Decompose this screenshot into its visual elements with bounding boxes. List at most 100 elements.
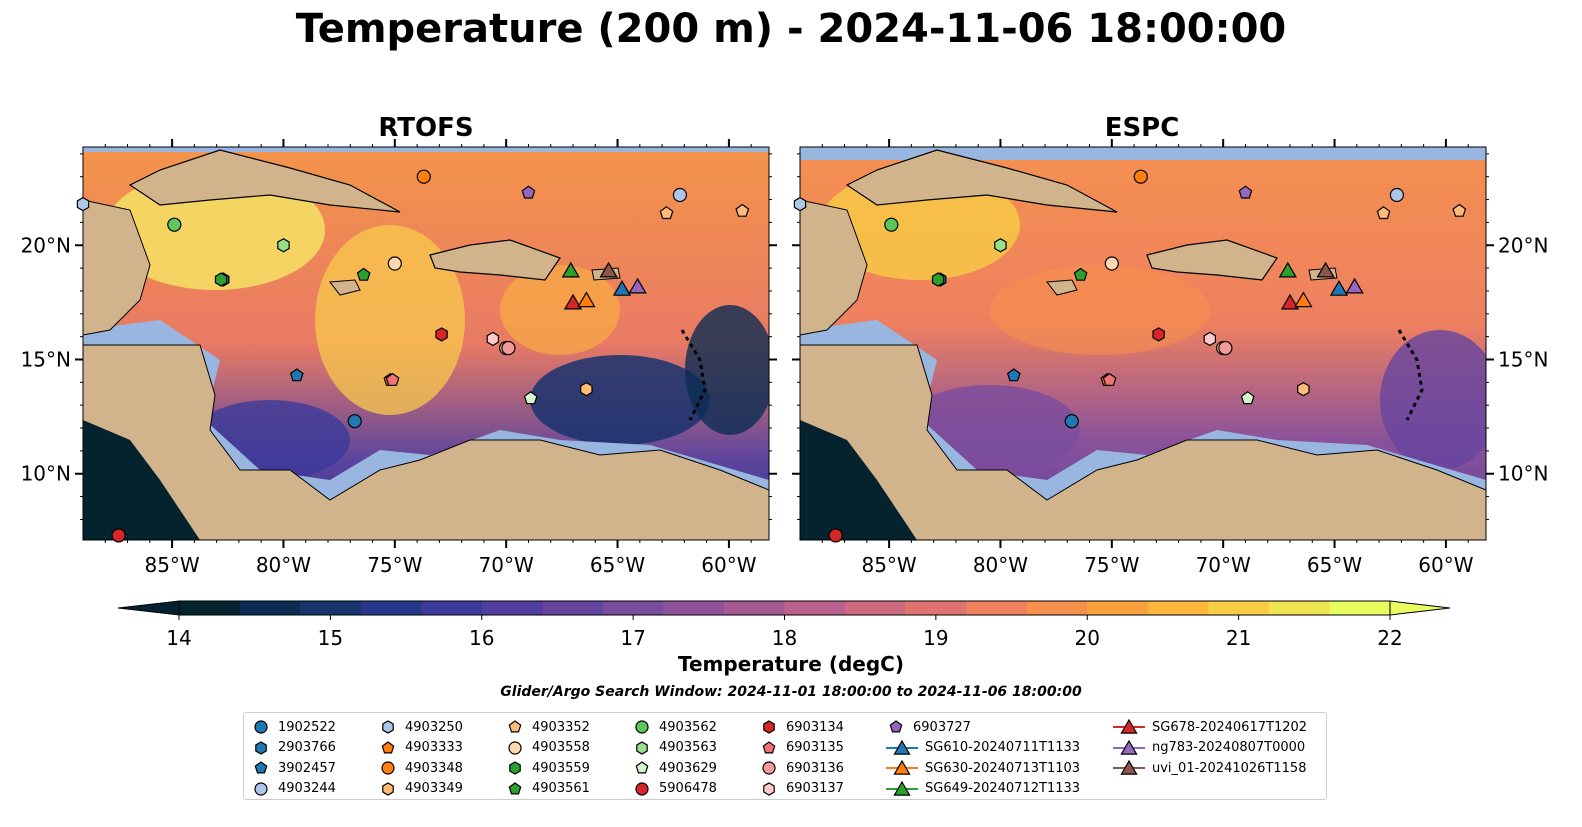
- legend-item: ng783-20240807T0000: [1112, 738, 1307, 759]
- legend-marker: [254, 761, 268, 774]
- legend-marker-icon: [381, 741, 395, 754]
- legend-item: 4903558: [504, 738, 590, 759]
- observation-marker: [167, 217, 182, 232]
- legend-marker-icon: [509, 761, 521, 775]
- legend-label: 4903244: [278, 781, 336, 797]
- land-hispaniola: [429, 239, 561, 281]
- lesser-antilles: [680, 329, 707, 421]
- legend-marker: [635, 761, 649, 774]
- lon-tick-label: 75°W: [367, 553, 422, 577]
- legend-marker-icon: [886, 739, 918, 755]
- observation-marker: [1133, 169, 1148, 184]
- legend-marker-icon: [636, 741, 648, 755]
- legend-label: 6903727: [913, 719, 971, 735]
- observation-marker: [828, 528, 843, 543]
- legend-marker-icon: [635, 720, 649, 734]
- legend-marker: [889, 720, 903, 733]
- colorbar-segment: [360, 601, 422, 615]
- legend-marker-icon: [382, 782, 394, 796]
- legend-item: 4903562: [631, 717, 717, 738]
- colorbar-tick-label: 19: [923, 626, 948, 650]
- land-jamaica: [1046, 279, 1078, 296]
- legend-label: 4903348: [405, 760, 463, 776]
- map-frame-espc: [799, 146, 1487, 541]
- colorbar-tick-label: 22: [1377, 626, 1402, 650]
- legend-item: 6903135: [758, 738, 844, 759]
- legend-marker: [636, 741, 648, 755]
- legend-marker-icon: [254, 720, 268, 734]
- cold-anomaly: [685, 305, 769, 435]
- legend-marker-icon: [635, 761, 649, 774]
- warm-anomaly: [315, 225, 465, 415]
- legend-label: SG649-20240712T1133: [925, 781, 1081, 797]
- colorbar-extend-low: [117, 600, 180, 616]
- legend-marker: [382, 720, 394, 734]
- observation-marker: [486, 331, 499, 347]
- legend-label: 2903766: [278, 740, 336, 756]
- lesser-antilles: [1397, 329, 1424, 421]
- legend-marker-icon: [382, 720, 394, 734]
- warm-anomaly: [990, 265, 1210, 355]
- observation-marker: [994, 238, 1007, 253]
- legend-marker-icon: [1113, 760, 1145, 775]
- legend-label: 4903561: [532, 781, 590, 797]
- colorbar-label: Temperature (degC): [678, 652, 904, 676]
- observation-marker: [1297, 382, 1310, 397]
- lat-tick-label: 15°N: [21, 347, 71, 371]
- lon-tick-label: 85°W: [861, 553, 916, 577]
- observation-marker: [672, 187, 688, 203]
- observation-marker: [1294, 291, 1313, 308]
- observation-marker: [628, 277, 647, 294]
- no-data-strip: [800, 147, 1486, 160]
- map-axes: 85°W 80°W 75°W 70°W 65°W 60°W 20°N 15°N 10°N 85°W…: [21, 139, 1548, 577]
- legend-column: 4903562 4903563 4903629 5906478: [631, 717, 717, 799]
- legend-label: 4903349: [405, 781, 463, 797]
- legend-column: 6903134 6903135 6903136 6903137: [758, 717, 844, 799]
- legend-marker-icon: [254, 782, 268, 796]
- legend-item: SG610-20240711T1133: [885, 738, 1080, 759]
- lon-tick-label: 70°W: [479, 553, 534, 577]
- legend-item: 4903561: [504, 779, 590, 800]
- legend-label: SG610-20240711T1133: [925, 740, 1081, 756]
- colorbar-segment: [1087, 601, 1149, 615]
- legend-marker-icon: [508, 741, 522, 755]
- observation-marker: [521, 185, 536, 199]
- legend-label: 4903563: [659, 740, 717, 756]
- legend-marker: [381, 741, 395, 754]
- legend-item: 4903563: [631, 738, 717, 759]
- legend-marker-icon: [1113, 719, 1145, 734]
- lat-tick-label: 20°N: [21, 233, 71, 257]
- land-hispaniola: [1146, 239, 1278, 281]
- legend-marker: [893, 760, 911, 775]
- warm-anomaly: [500, 265, 620, 355]
- map-panel-rtofs: [83, 147, 769, 540]
- legend-label: 4903559: [532, 760, 590, 776]
- legend-marker-icon: [1113, 739, 1145, 755]
- colorbar-segment: [239, 601, 301, 615]
- legend-marker-icon: [255, 741, 267, 755]
- legend-item: 4903349: [377, 779, 463, 800]
- lon-tick-label: 75°W: [1084, 553, 1139, 577]
- legend-marker: [1120, 739, 1138, 755]
- legend-item: SG630-20240713T1103: [885, 758, 1080, 779]
- observation-marker: [1280, 293, 1300, 310]
- observation-marker: [1218, 340, 1233, 356]
- lon-tick-label: 70°W: [1196, 553, 1251, 577]
- observation-marker: [1345, 277, 1364, 294]
- legend-marker: [763, 720, 775, 734]
- legend-item: 4903629: [631, 758, 717, 779]
- legend-item: 4903333: [377, 738, 463, 759]
- colorbar-tick-label: 21: [1226, 626, 1251, 650]
- legend-marker: [1120, 719, 1138, 734]
- observation-marker: [612, 280, 632, 296]
- figure-title: Temperature (200 m) - 2024-11-06 18:00:0…: [295, 6, 1287, 52]
- colorbar-segment: [1208, 601, 1270, 615]
- observation-marker: [1064, 414, 1079, 429]
- observation-marker: [1389, 187, 1405, 203]
- legend-label: 6903134: [786, 719, 844, 735]
- legend-label: 4903333: [405, 740, 463, 756]
- legend-label: 3902457: [278, 760, 336, 776]
- land-jamaica: [329, 279, 361, 296]
- observation-marker: [599, 261, 618, 278]
- observation-marker: [289, 368, 304, 382]
